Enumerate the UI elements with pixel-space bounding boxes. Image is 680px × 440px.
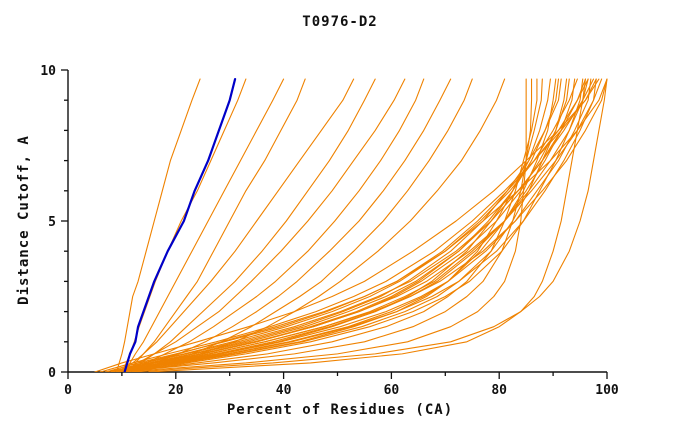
model-line [121, 78, 406, 372]
highlighted-model-line [123, 77, 237, 372]
series-lines [94, 77, 608, 372]
model-line [121, 78, 355, 372]
model-line [94, 78, 600, 372]
model-line [110, 78, 595, 372]
x-tick-label: 60 [384, 383, 400, 398]
model-line [132, 78, 452, 372]
model-line [132, 78, 608, 372]
model-line [121, 78, 538, 372]
model-line [148, 78, 586, 372]
model-line [124, 78, 285, 372]
y-axis-label: Distance Cutoff, A [16, 135, 32, 305]
model-line [115, 78, 608, 372]
model-line [110, 78, 562, 372]
model-line [110, 78, 578, 372]
model-line [121, 78, 527, 372]
x-tick-label: 100 [595, 383, 619, 398]
model-line [126, 78, 376, 372]
x-tick-label: 80 [491, 383, 507, 398]
model-line [126, 78, 425, 372]
chart-title: T0976-D2 [302, 14, 378, 30]
model-line [126, 78, 608, 372]
model-line [115, 78, 586, 372]
model-line [121, 78, 603, 372]
model-line [126, 78, 592, 372]
tick-marks [61, 69, 608, 379]
tick-labels: 0 20 40 60 80 100 0 5 10 [40, 64, 619, 398]
x-tick-label: 20 [168, 383, 184, 398]
model-line [115, 78, 201, 372]
model-line [132, 78, 597, 372]
model-line [132, 78, 584, 372]
x-tick-label: 40 [276, 383, 292, 398]
model-line [126, 78, 306, 372]
x-tick-label: 0 [64, 383, 72, 398]
y-tick-label: 10 [40, 64, 56, 79]
y-tick-label: 0 [48, 366, 56, 381]
model-line [99, 78, 597, 372]
y-tick-label: 5 [48, 215, 56, 230]
x-axis-label: Percent of Residues (CA) [226, 402, 454, 418]
model-line [121, 78, 576, 372]
